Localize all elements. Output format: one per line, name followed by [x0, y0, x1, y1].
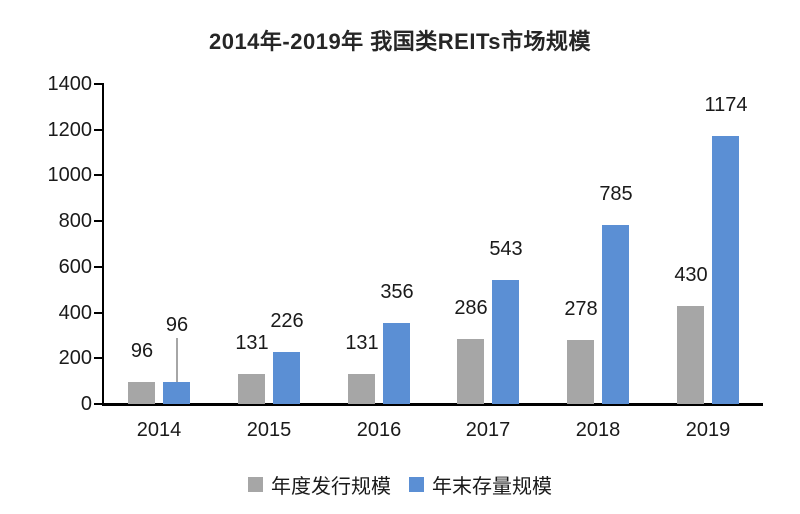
- bar-年末存量规模-2014: [163, 382, 190, 404]
- y-axis-tick-label: 0: [80, 393, 92, 415]
- bar-年末存量规模-2019: [712, 136, 739, 404]
- bar-年度发行规模-2019: [677, 306, 704, 404]
- y-axis-tick-label: 600: [58, 256, 92, 278]
- legend-label: 年末存量规模: [432, 476, 552, 498]
- x-axis-label-2017: 2017: [465, 419, 511, 441]
- data-label-年度发行规模-2017: 286: [454, 297, 488, 319]
- bar-年度发行规模-2016: [348, 374, 375, 404]
- data-label-年末存量规模-2015: 226: [270, 310, 304, 332]
- y-axis-tick-label: 200: [58, 347, 92, 369]
- data-label-年度发行规模-2016: 131: [345, 332, 379, 354]
- data-label-年末存量规模-2019: 1174: [704, 94, 748, 116]
- data-label-年末存量规模-2017: 543: [489, 238, 523, 260]
- y-axis-tick-label: 1200: [47, 119, 93, 141]
- bar-年末存量规模-2018: [602, 225, 629, 404]
- x-axis-line: [102, 403, 763, 406]
- bar-年度发行规模-2015: [238, 374, 265, 404]
- legend-swatch-icon: [409, 477, 424, 492]
- data-label-年度发行规模-2018: 278: [564, 298, 598, 320]
- chart-legend: 年度发行规模 年末存量规模: [0, 470, 800, 499]
- bar-年度发行规模-2018: [567, 340, 594, 404]
- x-axis-label-2014: 2014: [136, 419, 182, 441]
- y-axis-tick-mark: [94, 266, 102, 268]
- bar-年末存量规模-2016: [383, 323, 410, 404]
- bar-年度发行规模-2017: [457, 339, 484, 404]
- data-label-leader-line: [176, 338, 178, 382]
- legend-item-年度发行规模: 年度发行规模: [248, 470, 391, 499]
- bar-年末存量规模-2017: [492, 280, 519, 404]
- data-label-年度发行规模-2015: 131: [235, 332, 269, 354]
- legend-swatch-icon: [248, 477, 263, 492]
- y-axis-tick-label: 800: [58, 210, 92, 232]
- x-axis-label-2016: 2016: [356, 419, 402, 441]
- legend-item-年末存量规模: 年末存量规模: [409, 470, 552, 499]
- y-axis-tick-label: 400: [58, 302, 92, 324]
- x-axis-label-2015: 2015: [246, 419, 292, 441]
- data-label-年度发行规模-2014: 96: [130, 340, 154, 362]
- y-axis-tick-mark: [94, 174, 102, 176]
- bar-年末存量规模-2015: [273, 352, 300, 404]
- legend-label: 年度发行规模: [271, 476, 391, 498]
- y-axis-tick-mark: [94, 312, 102, 314]
- data-label-年度发行规模-2019: 430: [674, 264, 708, 286]
- y-axis-tick-mark: [94, 220, 102, 222]
- y-axis-tick-mark: [94, 403, 102, 405]
- data-label-年末存量规模-2016: 356: [380, 281, 414, 303]
- y-axis-tick-label: 1000: [47, 164, 93, 186]
- y-axis-tick-label: 1400: [47, 73, 93, 95]
- y-axis-tick-mark: [94, 83, 102, 85]
- data-label-年末存量规模-2018: 785: [599, 183, 633, 205]
- y-axis-tick-mark: [94, 357, 102, 359]
- x-axis-label-2018: 2018: [575, 419, 621, 441]
- bar-年度发行规模-2014: [128, 382, 155, 404]
- y-axis-tick-mark: [94, 129, 102, 131]
- y-axis-line: [102, 83, 104, 406]
- x-axis-label-2019: 2019: [685, 419, 731, 441]
- chart-title: 2014年-2019年 我国类REITs市场规模: [208, 29, 592, 54]
- data-label-年末存量规模-2014: 96: [165, 314, 189, 336]
